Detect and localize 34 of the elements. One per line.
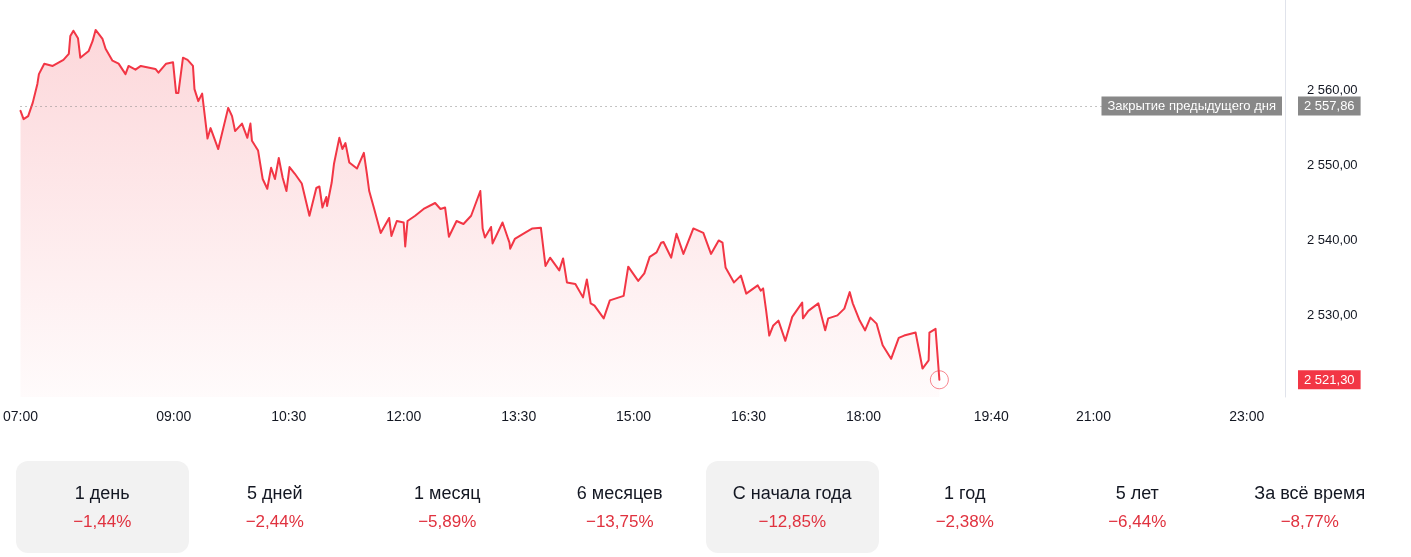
category-label: 5 дней <box>246 482 303 504</box>
x-tick-label: 12:00 <box>386 408 422 424</box>
x-tick-label: 13:30 <box>501 408 537 424</box>
data-label: −6,44% <box>1108 511 1167 532</box>
x-tick-label: 19:40 <box>973 408 1009 424</box>
ref-line-label: Закрытие предыдущего дня <box>1107 98 1276 114</box>
x-tick-label: 18:00 <box>845 408 882 424</box>
y-tick-label: 2 560,00 <box>1307 82 1358 98</box>
category-label: 1 год <box>944 482 986 504</box>
category-label: С начала года <box>732 482 852 504</box>
x-tick-label: 15:00 <box>616 408 652 424</box>
y-tick-label: 2 550,00 <box>1307 157 1358 173</box>
category-label: 1 день <box>74 482 130 504</box>
x-tick-label: 10:30 <box>271 408 307 424</box>
x-tick-label: 07:00 <box>2 408 39 424</box>
data-label: −8,77% <box>1280 511 1339 532</box>
y-tick-label: 2 530,00 <box>1307 307 1358 323</box>
category-label: 6 месяцев <box>576 482 663 504</box>
data-label: −12,85% <box>758 511 827 532</box>
data-label: −1,44% <box>73 511 132 532</box>
text: 2 521,30 <box>1304 372 1355 388</box>
y-tick-label: 2 540,00 <box>1307 232 1358 248</box>
category-label: За всё время <box>1254 482 1366 504</box>
x-tick-label: 09:00 <box>156 408 192 424</box>
x-tick-label: 16:30 <box>731 408 767 424</box>
x-tick-label: 23:00 <box>1229 408 1265 424</box>
x-tick-label: 21:00 <box>1075 408 1112 424</box>
data-label: −13,75% <box>585 511 654 532</box>
data-label: −2,44% <box>245 511 304 532</box>
data-label: −5,89% <box>418 511 477 532</box>
text: 2 557,86 <box>1304 98 1355 114</box>
category-label: 5 лет <box>1115 482 1159 504</box>
data-label: −2,38% <box>935 511 994 532</box>
category-label: 1 месяц <box>414 482 481 504</box>
